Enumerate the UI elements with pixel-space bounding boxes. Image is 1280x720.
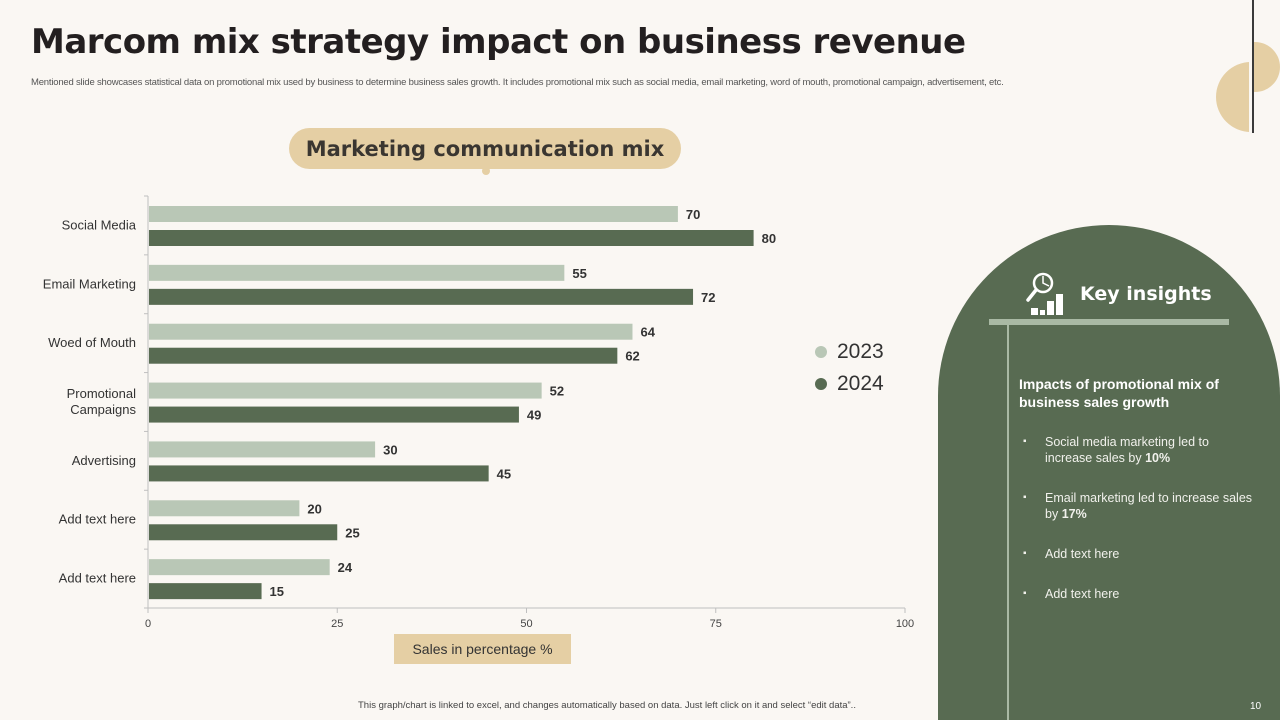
data-label-2024: 49 [527,408,541,423]
x-axis-label-text: Sales in percentage % [412,641,553,657]
insight-item: Social media marketing led to increase s… [1023,434,1253,490]
bar-2024 [149,524,338,541]
legend-swatch-2023 [815,346,827,358]
insight-text: Add text here [1045,547,1120,561]
data-label-2023: 24 [338,560,353,575]
key-insights-heading: Impacts of promotional mix of business s… [1019,376,1219,410]
x-tick-label: 0 [145,618,151,630]
magnifier-chart-icon [1026,272,1063,315]
legend-swatch-2024 [815,378,827,390]
chart-title-pill: Marketing communication mix [289,128,681,169]
data-label-2024: 80 [762,231,776,246]
legend-item-2024: 2024 [815,368,884,400]
x-tick-label: 75 [710,618,722,630]
insight-text: Social media marketing led to increase s… [1045,435,1209,465]
bar-2024 [149,230,754,246]
x-tick-label: 50 [520,618,532,630]
bar-2023 [149,264,565,281]
data-label-2023: 30 [383,442,397,457]
bar-2024 [149,465,489,482]
bar-2023 [149,500,300,517]
category-label: Advertising [72,453,136,468]
insight-text: Add text here [1045,587,1120,601]
insight-item: Email marketing led to increase sales by… [1023,490,1253,546]
data-label-2024: 15 [270,584,284,599]
data-label-2023: 20 [307,501,321,516]
bar-2023 [149,206,678,222]
page-number: 10 [1250,701,1262,712]
category-label: Email Marketing [43,276,136,291]
chart-title: Marketing communication mix [305,136,665,161]
bar-2023 [149,323,633,340]
bar-2024 [149,288,694,305]
insight-highlight: 10% [1145,451,1171,465]
key-insights-vertical-rule [1007,325,1009,720]
legend-item-2023: 2023 [815,336,884,368]
legend-label-2024: 2024 [837,372,884,395]
insight-highlight: 17% [1061,507,1087,521]
data-label-2023: 55 [572,266,586,281]
footnote: This graph/chart is linked to excel, and… [358,700,856,711]
key-insights-list: Social media marketing led to increase s… [1023,434,1253,602]
chart-title-pointer [482,167,490,175]
key-insights-divider [989,319,1229,325]
data-label-2024: 25 [345,525,359,540]
data-label-2024: 62 [625,349,639,364]
category-label: Woed of Mouth [48,335,136,350]
decorative-vertical-line [1252,0,1254,133]
data-label-2023: 52 [550,384,564,399]
data-label-2024: 72 [701,290,715,305]
category-label: Add text here [59,512,136,527]
bar-2024 [149,347,618,364]
slide-subtitle: Mentioned slide showcases statistical da… [31,77,1004,88]
bar-2023 [149,559,330,576]
bar-2023 [149,382,542,399]
insight-item: Add text here [1023,546,1253,586]
bar-2024 [149,583,262,600]
bar-chart[interactable]: 0 25 50 75 100 Social Media 70 80 Email Marketin… [0,0,940,640]
insight-item: Add text here [1023,586,1253,602]
legend-label-2023: 2023 [837,340,884,363]
category-label: Social Media [62,217,137,232]
data-label-2023: 64 [640,325,655,340]
bar-2024 [149,406,519,423]
x-tick-label: 25 [331,618,343,630]
category-label: Add text here [59,571,136,586]
data-label-2023: 70 [686,207,700,222]
key-insights-title: Key insights [1080,283,1212,305]
category-label: Promotional Campaigns [67,386,137,417]
insight-text: Email marketing led to increase sales by [1045,491,1253,521]
x-tick-label: 100 [896,618,914,630]
x-axis-label: Sales in percentage % [394,634,571,664]
bar-2023 [149,441,376,458]
data-label-2024: 45 [497,466,511,481]
slide-title: Marcom mix strategy impact on business r… [31,22,966,62]
chart-legend: 2023 2024 [815,336,884,400]
